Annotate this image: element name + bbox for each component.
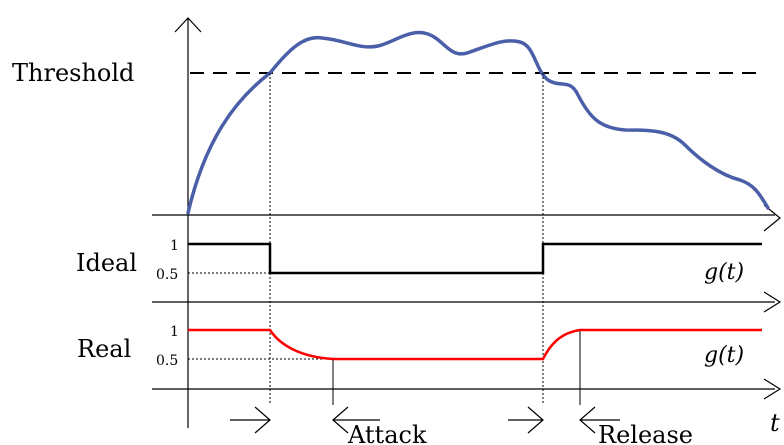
signal-curve xyxy=(186,30,770,215)
attack-dimension-arrow-left xyxy=(254,406,271,434)
real-tick-high: 1 xyxy=(170,324,179,340)
time-axis-label: t xyxy=(770,409,780,437)
signal-panel-axis-arrowhead xyxy=(763,204,781,232)
release-dimension-arrow-left xyxy=(527,406,544,434)
ideal-gain-curve xyxy=(188,242,762,275)
real-label: Real xyxy=(77,335,131,363)
ideal-label: Ideal xyxy=(76,249,137,277)
attack-label: Attack xyxy=(347,421,427,445)
real-tick-low: 0.5 xyxy=(156,353,178,369)
real-gain-curve xyxy=(188,328,762,361)
release-dimension-arrow-right xyxy=(579,406,596,434)
real-panel-axis-arrowhead xyxy=(763,378,782,400)
release-label: Release xyxy=(598,421,693,445)
ideal-panel-axis-arrowhead xyxy=(763,291,782,313)
vertical-axis-arrowhead xyxy=(174,17,202,33)
threshold-label: Threshold xyxy=(12,59,134,87)
ideal-tick-high: 1 xyxy=(170,238,179,254)
ideal-gain-label: g(t) xyxy=(704,260,744,285)
real-gain-label: g(t) xyxy=(704,343,744,368)
attack-dimension-arrow-right xyxy=(332,406,349,434)
ideal-tick-low: 0.5 xyxy=(156,267,178,283)
